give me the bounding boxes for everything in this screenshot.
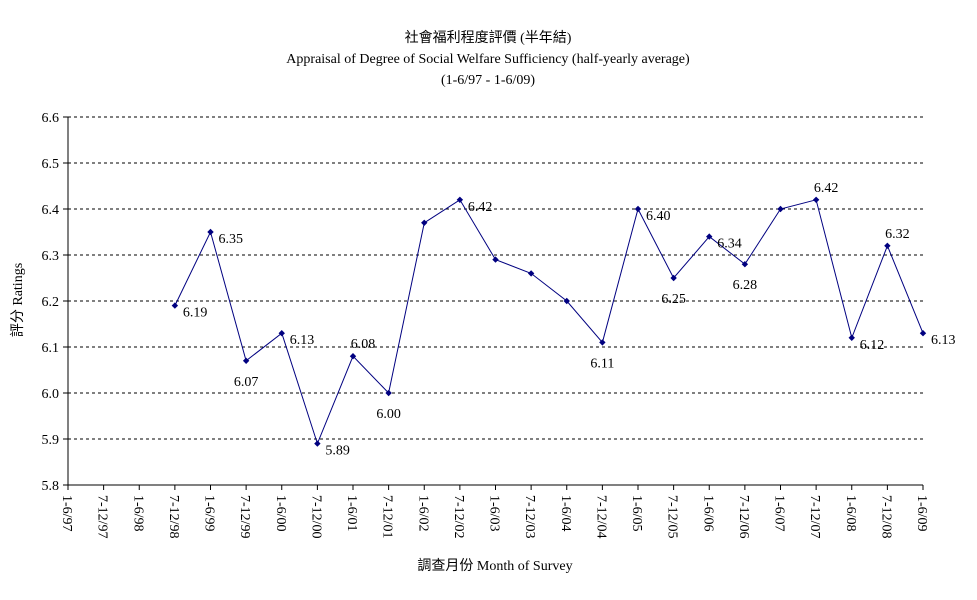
x-tick-label: 1-6/05 [629, 495, 644, 532]
y-tick-label: 6.3 [42, 249, 60, 264]
data-labels: 6.19 6.35 6.07 6.13 5.89 6.08 6.00 6.42 6.11 6.40… [183, 181, 956, 459]
x-tick-label: 1-6/06 [700, 495, 715, 532]
data-label: 6.08 [351, 337, 376, 352]
x-tick-label: 1-6/03 [487, 495, 502, 532]
chart-title: 社會福利程度評價 (半年結) [405, 29, 572, 46]
data-label: 6.42 [814, 181, 839, 196]
x-tick-label: 1-6/04 [558, 495, 573, 532]
data-label: 6.32 [885, 227, 910, 242]
data-point [421, 219, 428, 226]
chart-period: (1-6/97 - 1-6/09) [441, 73, 535, 88]
data-point [349, 353, 357, 360]
y-tick-label: 6.0 [42, 387, 60, 402]
x-tick-label: 1-6/08 [843, 495, 858, 532]
y-axis-ticks: 6.6 6.5 6.4 6.3 6.2 6.1 6.0 5.9 5.8 [42, 111, 68, 494]
x-tick-label: 7-12/06 [736, 495, 751, 539]
data-point [527, 270, 535, 277]
data-label: 6.12 [860, 338, 885, 353]
data-point [777, 205, 784, 213]
data-label: 6.35 [219, 232, 244, 247]
x-tick-label: 1-6/09 [914, 495, 929, 532]
x-tick-label: 7-12/99 [237, 495, 252, 539]
x-tick-label: 7-12/01 [380, 495, 395, 539]
x-axis-title: 調查月份 Month of Survey [417, 558, 572, 574]
data-label: 6.07 [234, 375, 259, 390]
x-tick-label: 7-12/02 [451, 495, 466, 539]
data-label: 5.89 [325, 444, 350, 459]
data-label: 6.13 [931, 333, 956, 348]
x-tick-label: 7-12/04 [593, 495, 608, 539]
x-tick-label: 1-6/02 [415, 495, 430, 532]
data-point [919, 330, 927, 337]
y-tick-label: 6.5 [42, 157, 60, 172]
data-label: 6.19 [183, 306, 208, 321]
data-point [741, 261, 749, 268]
data-point [848, 334, 855, 341]
y-axis-title: 評分 Ratings [10, 263, 26, 337]
data-point [242, 357, 250, 364]
data-point [599, 339, 606, 346]
data-point [634, 205, 642, 213]
x-tick-label: 7-12/98 [166, 495, 181, 539]
data-point [456, 196, 464, 203]
x-tick-label: 1-6/99 [202, 495, 217, 532]
data-point [884, 242, 891, 249]
data-label: 6.25 [661, 292, 686, 307]
y-tick-label: 6.1 [42, 341, 60, 356]
series-line [174, 199, 924, 446]
x-tick-label: 7-12/97 [95, 495, 110, 539]
data-point [314, 440, 321, 447]
x-tick-label: 7-12/08 [878, 495, 893, 539]
data-label: 6.00 [376, 407, 401, 422]
gridlines [68, 116, 923, 440]
data-label: 6.11 [590, 356, 614, 371]
data-point [385, 389, 392, 397]
axes [67, 117, 923, 486]
data-point [563, 297, 570, 305]
data-label: 6.40 [646, 209, 671, 224]
y-tick-label: 5.9 [42, 433, 60, 448]
data-label: 6.34 [717, 237, 742, 252]
x-tick-label: 7-12/07 [807, 495, 822, 539]
data-point [492, 256, 499, 263]
y-tick-label: 5.8 [42, 479, 60, 494]
data-point [278, 330, 285, 337]
x-tick-label: 7-12/05 [665, 495, 680, 539]
x-tick-label: 1-6/97 [59, 495, 74, 532]
x-tick-label: 1-6/98 [130, 495, 145, 532]
data-point [171, 302, 179, 309]
data-label: 6.42 [468, 200, 493, 215]
y-tick-label: 6.2 [42, 295, 60, 310]
x-tick-label: 7-12/00 [308, 495, 323, 539]
data-label: 6.28 [733, 278, 758, 293]
series-ratings [171, 196, 927, 447]
y-tick-label: 6.6 [42, 111, 60, 126]
x-axis-ticks: 1-6/97 7-12/97 1-6/98 7-12/98 1-6/99 7-12/99 1… [59, 485, 929, 539]
x-tick-label: 1-6/01 [344, 495, 359, 532]
x-tick-label: 1-6/07 [772, 495, 787, 532]
chart-subtitle: Appraisal of Degree of Social Welfare Su… [286, 52, 690, 67]
y-tick-label: 6.4 [42, 203, 60, 218]
data-point [706, 233, 713, 240]
x-tick-label: 1-6/00 [273, 495, 288, 532]
data-point [812, 196, 820, 203]
data-label: 6.13 [290, 333, 315, 348]
data-point [670, 274, 677, 282]
data-point [207, 228, 214, 236]
x-tick-label: 7-12/03 [522, 495, 537, 539]
